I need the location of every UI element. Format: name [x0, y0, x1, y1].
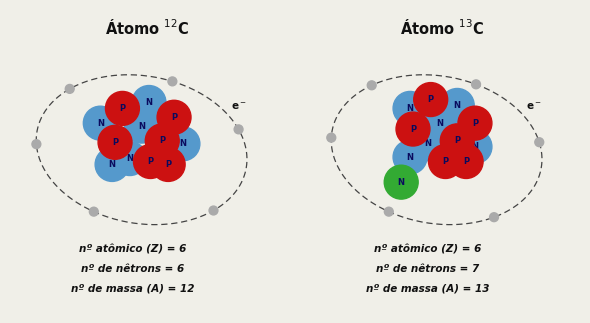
Text: N: N	[179, 139, 186, 148]
Text: N: N	[97, 119, 104, 128]
Circle shape	[168, 77, 177, 86]
Circle shape	[414, 83, 448, 117]
Text: Átomo $^{12}$C: Átomo $^{12}$C	[106, 18, 189, 37]
Text: P: P	[159, 136, 165, 145]
Text: nº atômico (Z) = 6: nº atômico (Z) = 6	[79, 245, 186, 255]
Circle shape	[393, 140, 427, 174]
Circle shape	[440, 89, 474, 122]
Text: nº de nêtrons = 7: nº de nêtrons = 7	[376, 264, 479, 274]
Circle shape	[396, 112, 430, 146]
Circle shape	[133, 144, 168, 179]
Text: N: N	[138, 121, 145, 130]
Text: P: P	[165, 160, 171, 169]
Circle shape	[151, 148, 185, 182]
Circle shape	[32, 140, 41, 149]
Text: Átomo $^{13}$C: Átomo $^{13}$C	[401, 18, 484, 37]
Text: nº atômico (Z) = 6: nº atômico (Z) = 6	[374, 245, 481, 255]
Text: e$^-$: e$^-$	[231, 101, 247, 112]
Circle shape	[428, 144, 463, 179]
Text: e$^-$: e$^-$	[526, 101, 542, 112]
Text: P: P	[442, 157, 448, 166]
Circle shape	[157, 100, 191, 134]
Circle shape	[145, 124, 179, 158]
Text: N: N	[109, 160, 116, 169]
Text: N: N	[146, 98, 152, 107]
Text: N: N	[424, 139, 431, 148]
Text: P: P	[463, 157, 469, 166]
Text: nº de nêtrons = 6: nº de nêtrons = 6	[81, 264, 184, 274]
Circle shape	[65, 84, 74, 93]
Circle shape	[368, 81, 376, 90]
Circle shape	[113, 141, 147, 175]
Text: nº de massa (A) = 12: nº de massa (A) = 12	[71, 283, 195, 293]
Text: P: P	[428, 95, 434, 104]
Text: P: P	[410, 125, 416, 133]
Circle shape	[234, 125, 243, 134]
Circle shape	[458, 130, 492, 164]
Text: N: N	[454, 101, 461, 110]
Text: P: P	[171, 113, 177, 122]
Circle shape	[106, 91, 139, 125]
Text: N: N	[471, 142, 478, 151]
Text: N: N	[126, 154, 133, 163]
Circle shape	[89, 207, 98, 216]
Circle shape	[471, 80, 480, 89]
Circle shape	[440, 124, 474, 158]
Circle shape	[535, 138, 543, 147]
Circle shape	[384, 207, 393, 216]
Text: N: N	[436, 119, 443, 128]
Text: P: P	[472, 119, 478, 128]
Text: nº de massa (A) = 13: nº de massa (A) = 13	[366, 283, 490, 293]
Circle shape	[490, 213, 499, 222]
Circle shape	[209, 206, 218, 215]
Circle shape	[124, 109, 159, 143]
Circle shape	[449, 144, 483, 179]
Text: N: N	[407, 152, 414, 162]
Circle shape	[327, 133, 336, 142]
Text: P: P	[112, 138, 118, 147]
Circle shape	[384, 165, 418, 199]
Circle shape	[132, 86, 166, 120]
Circle shape	[95, 148, 129, 182]
Text: P: P	[148, 157, 153, 166]
Text: N: N	[398, 178, 405, 187]
Circle shape	[393, 91, 427, 125]
Circle shape	[98, 125, 132, 159]
Circle shape	[83, 106, 117, 140]
Circle shape	[458, 106, 492, 140]
Circle shape	[166, 127, 200, 161]
Text: N: N	[407, 104, 414, 113]
Circle shape	[411, 127, 445, 161]
Text: P: P	[454, 136, 460, 145]
Circle shape	[422, 106, 457, 140]
Text: P: P	[119, 104, 126, 113]
